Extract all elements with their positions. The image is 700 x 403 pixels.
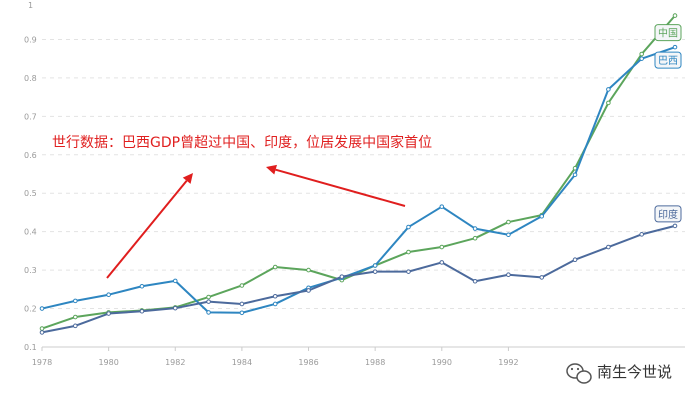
data-point: [73, 314, 78, 320]
data-point: [172, 305, 178, 311]
annotation-arrow: [266, 164, 406, 207]
data-point: [39, 330, 45, 335]
annotation-arrows: [106, 164, 406, 279]
data-point: [206, 310, 211, 315]
data-point: [39, 326, 45, 331]
data-point: [439, 260, 445, 265]
x-axis: 1978 1980 1982 1984 1986 1988 1990 1992: [32, 346, 685, 367]
series-line: [41, 46, 676, 314]
data-point: [606, 244, 611, 250]
data-point: [472, 278, 478, 284]
data-point: [506, 272, 511, 278]
data-point: [672, 13, 678, 18]
y-tick-label: 0.8: [24, 74, 37, 83]
data-point: [572, 257, 578, 263]
data-point: [272, 264, 278, 270]
svg-text:巴西: 巴西: [658, 55, 678, 67]
x-tick-label: 1992: [498, 358, 518, 367]
y-tick-label: 0.1: [24, 343, 37, 352]
data-point: [639, 232, 644, 237]
y-tick-label: 0.7: [24, 112, 37, 121]
x-tick-label: 1990: [432, 358, 452, 367]
wechat-icon: [566, 363, 592, 384]
y-tick-label: 0.6: [24, 151, 37, 160]
x-tick-label: 1984: [232, 358, 252, 367]
data-point: [106, 311, 111, 316]
series-line: [41, 224, 676, 334]
data-point: [106, 292, 111, 298]
y-tick-label: 0.5: [24, 189, 37, 198]
y-tick-label: 0.4: [24, 228, 37, 237]
annotation-text: 世行数据：巴西GDP曾超过中国、印度，位居发展中国家首位: [52, 134, 432, 151]
y-axis-ticks: 0.1 0.2 0.3 0.4 0.5 0.6 0.7 0.8 0.9 1: [24, 1, 37, 352]
data-point: [206, 294, 211, 300]
data-point: [639, 51, 644, 57]
data-point: [539, 275, 545, 280]
data-point: [672, 223, 678, 229]
data-point: [206, 299, 211, 304]
data-point: [672, 44, 678, 50]
x-tick-label: 1986: [298, 358, 318, 367]
data-point: [139, 283, 145, 289]
svg-text:中国: 中国: [658, 27, 678, 40]
annotation-arrow: [106, 173, 193, 279]
data-point: [506, 219, 511, 225]
data-point: [339, 274, 345, 279]
data-point: [472, 226, 478, 231]
x-tick-label: 1980: [98, 358, 118, 367]
watermark: 南生今世说: [566, 363, 672, 384]
data-point: [606, 87, 611, 92]
data-point: [272, 301, 278, 307]
watermark-text: 南生今世说: [597, 363, 672, 381]
x-tick-label: 1978: [32, 358, 52, 367]
data-point: [572, 172, 578, 178]
data-point: [172, 278, 178, 284]
y-tick-label: 0.9: [24, 35, 37, 44]
data-point: [139, 308, 145, 314]
data-point: [239, 310, 245, 316]
series-lines: [39, 13, 678, 335]
data-point: [372, 263, 378, 268]
data-point: [239, 283, 245, 288]
data-point: [439, 244, 445, 250]
series-line: [41, 14, 676, 330]
series-end-label: 巴西: [654, 51, 682, 69]
data-point: [539, 213, 545, 219]
y-tick-label: 0.2: [24, 305, 37, 314]
data-point: [639, 56, 644, 61]
series-end-label: 印度: [654, 205, 682, 223]
data-point: [272, 293, 278, 299]
data-point: [406, 269, 411, 274]
data-point: [406, 224, 411, 230]
y-tick-label: 1: [28, 1, 33, 10]
series-end-label: 中国: [654, 24, 682, 42]
data-point: [73, 323, 78, 329]
data-point: [606, 100, 611, 106]
x-tick-label: 1982: [165, 358, 185, 367]
data-point: [439, 204, 445, 209]
data-point: [406, 249, 411, 255]
svg-text:印度: 印度: [658, 208, 678, 221]
data-point: [506, 232, 511, 238]
data-point: [472, 235, 478, 241]
gridlines: [42, 38, 685, 348]
y-tick-label: 0.3: [24, 266, 37, 275]
data-point: [306, 288, 311, 293]
data-point: [39, 306, 45, 311]
x-tick-label: 1988: [365, 358, 385, 367]
data-point: [239, 301, 245, 307]
data-point: [372, 269, 378, 274]
data-point: [73, 298, 78, 304]
data-point: [306, 267, 311, 273]
